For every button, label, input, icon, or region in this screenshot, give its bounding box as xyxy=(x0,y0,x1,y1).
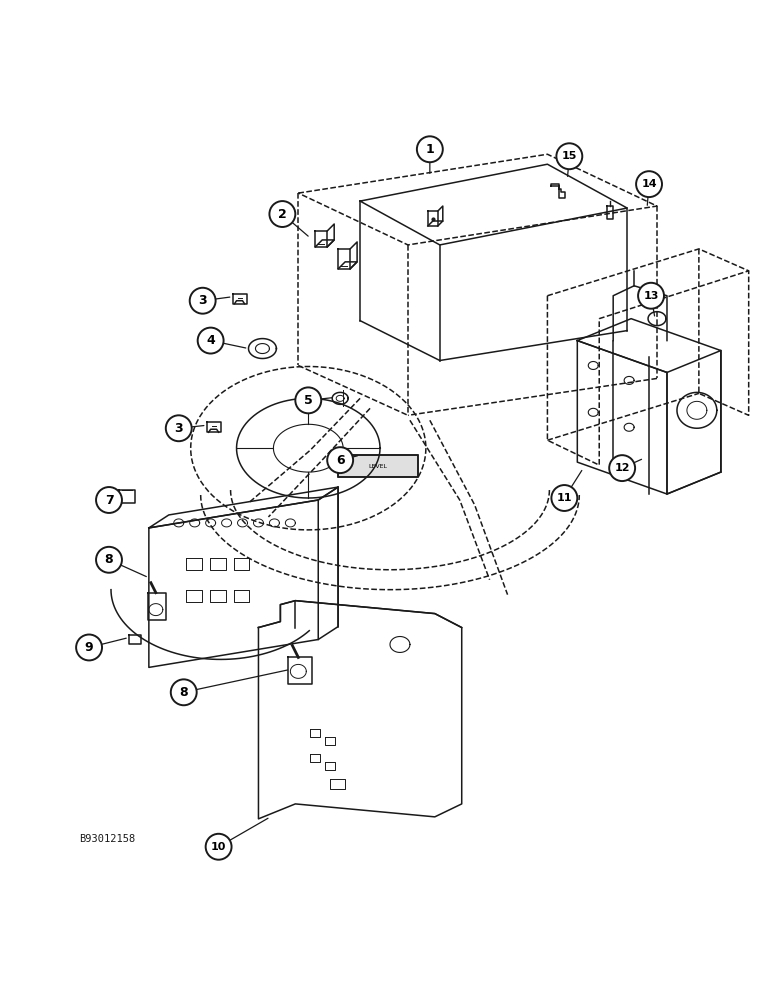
Circle shape xyxy=(557,143,582,169)
Circle shape xyxy=(171,679,197,705)
Text: 3: 3 xyxy=(174,422,183,435)
Circle shape xyxy=(96,487,122,513)
Circle shape xyxy=(327,447,353,473)
Circle shape xyxy=(96,547,122,573)
Text: 5: 5 xyxy=(304,394,313,407)
Circle shape xyxy=(417,136,443,162)
Text: 1: 1 xyxy=(425,143,434,156)
Text: 13: 13 xyxy=(643,291,659,301)
Text: 11: 11 xyxy=(557,493,572,503)
Text: 4: 4 xyxy=(206,334,215,347)
Text: 14: 14 xyxy=(642,179,657,189)
Circle shape xyxy=(636,171,662,197)
Text: 3: 3 xyxy=(198,294,207,307)
Circle shape xyxy=(198,328,224,354)
Text: 8: 8 xyxy=(105,553,113,566)
Circle shape xyxy=(269,201,296,227)
Circle shape xyxy=(296,387,321,413)
Text: 10: 10 xyxy=(211,842,226,852)
Text: B93012158: B93012158 xyxy=(79,834,135,844)
Circle shape xyxy=(638,283,664,309)
Text: 8: 8 xyxy=(179,686,188,699)
Text: 9: 9 xyxy=(85,641,93,654)
Bar xyxy=(338,455,418,477)
Text: 7: 7 xyxy=(105,493,113,506)
Text: LEVEL: LEVEL xyxy=(368,464,388,469)
Circle shape xyxy=(190,288,215,314)
Circle shape xyxy=(76,635,102,660)
Text: 6: 6 xyxy=(336,454,344,467)
Text: 15: 15 xyxy=(562,151,577,161)
Text: 12: 12 xyxy=(615,463,630,473)
Circle shape xyxy=(205,834,232,860)
Circle shape xyxy=(166,415,191,441)
Circle shape xyxy=(551,485,577,511)
Circle shape xyxy=(609,455,635,481)
Text: 2: 2 xyxy=(278,208,286,221)
